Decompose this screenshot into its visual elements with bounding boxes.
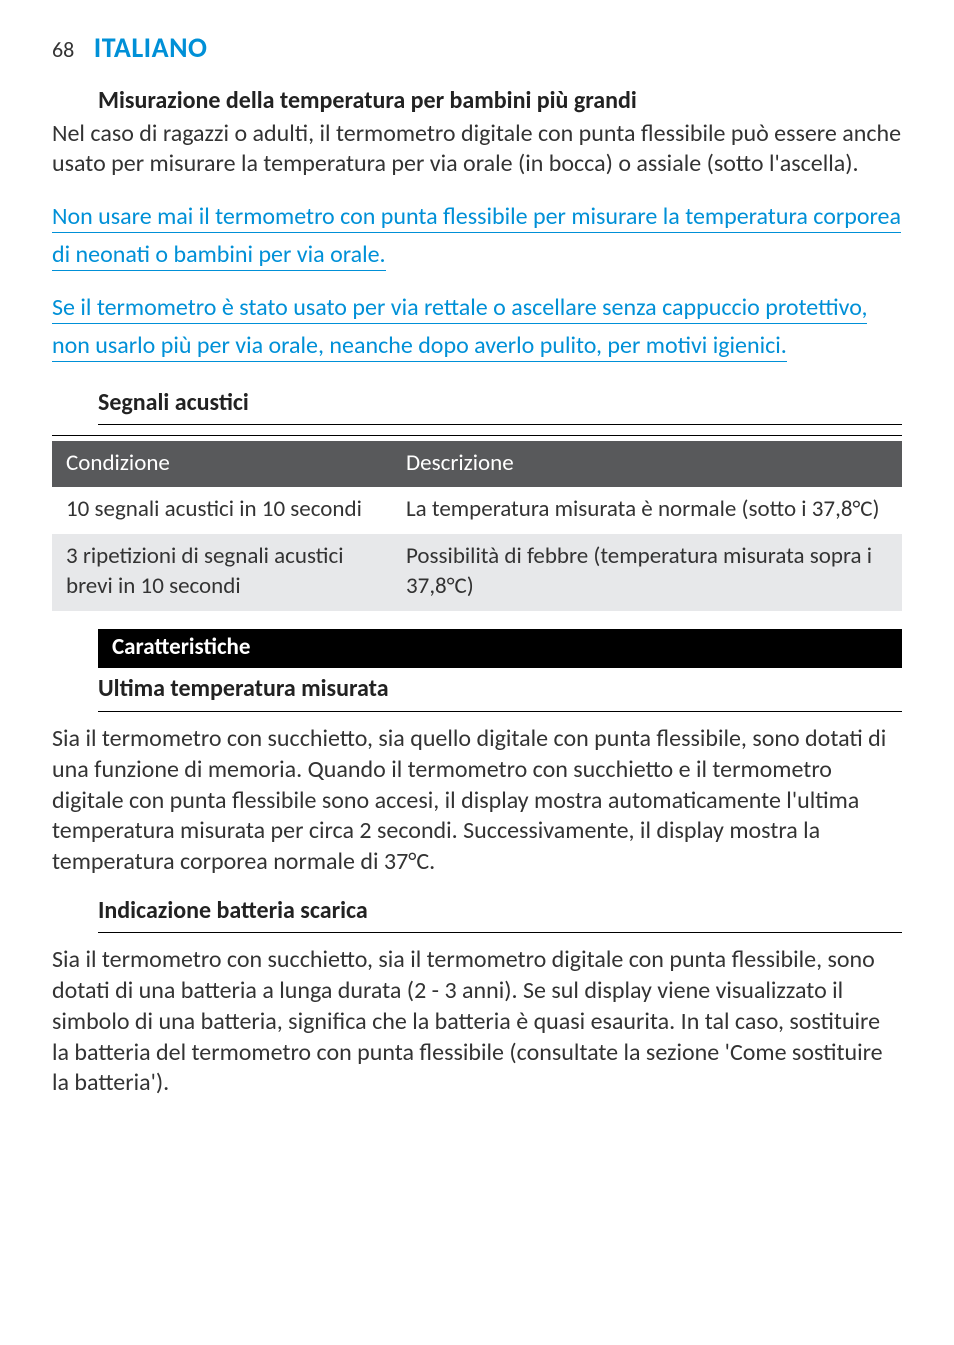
page-header: 68 ITALIANO bbox=[52, 30, 902, 66]
heading-measurement: Misurazione della temperatura per bambin… bbox=[98, 86, 902, 117]
table-row: 3 ripetizioni di segnali acustici brevi … bbox=[52, 534, 902, 611]
heading-lasttemp: Ultima temperatura misurata bbox=[98, 674, 902, 705]
features-bar: Caratteristiche bbox=[98, 629, 902, 668]
acoustic-table: Condizione Descrizione 10 segnali acusti… bbox=[52, 441, 902, 611]
heading-acoustic: Segnali acustici bbox=[98, 388, 902, 419]
cell: Possibilità di febbre (temperatura misur… bbox=[392, 534, 902, 611]
cell: 3 ripetizioni di segnali acustici brevi … bbox=[52, 534, 392, 611]
section-acoustic-heading-row: Segnali acustici bbox=[98, 388, 902, 426]
cell: 10 segnali acustici in 10 secondi bbox=[52, 487, 392, 534]
section-lasttemp-heading-row: Ultima temperatura misurata bbox=[98, 674, 902, 712]
table-row: 10 segnali acustici in 10 secondi La tem… bbox=[52, 487, 902, 534]
callout-2: Se il termometro è stato usato per via r… bbox=[52, 289, 902, 366]
body-battery: Sia il termometro con succhietto, sia il… bbox=[52, 945, 902, 1099]
heading-battery: Indicazione batteria scarica bbox=[98, 896, 902, 927]
callout-1-text: Non usare mai il termometro con punta fl… bbox=[52, 202, 901, 271]
acoustic-table-wrap: Condizione Descrizione 10 segnali acusti… bbox=[52, 435, 902, 611]
section-measurement: Misurazione della temperatura per bambin… bbox=[52, 86, 902, 180]
col-header-1: Condizione bbox=[52, 441, 392, 486]
section-battery-heading-row: Indicazione batteria scarica bbox=[98, 896, 902, 934]
col-header-2: Descrizione bbox=[392, 441, 902, 486]
body-measurement: Nel caso di ragazzi o adulti, il termome… bbox=[52, 119, 902, 180]
page-language: ITALIANO bbox=[94, 30, 208, 65]
callout-2-text: Se il termometro è stato usato per via r… bbox=[52, 293, 867, 362]
callout-1: Non usare mai il termometro con punta fl… bbox=[52, 198, 902, 275]
page-number: 68 bbox=[52, 36, 74, 63]
cell: La temperatura misurata è normale (sotto… bbox=[392, 487, 902, 534]
table-header-row: Condizione Descrizione bbox=[52, 441, 902, 486]
body-lasttemp: Sia il termometro con succhietto, sia qu… bbox=[52, 724, 902, 878]
